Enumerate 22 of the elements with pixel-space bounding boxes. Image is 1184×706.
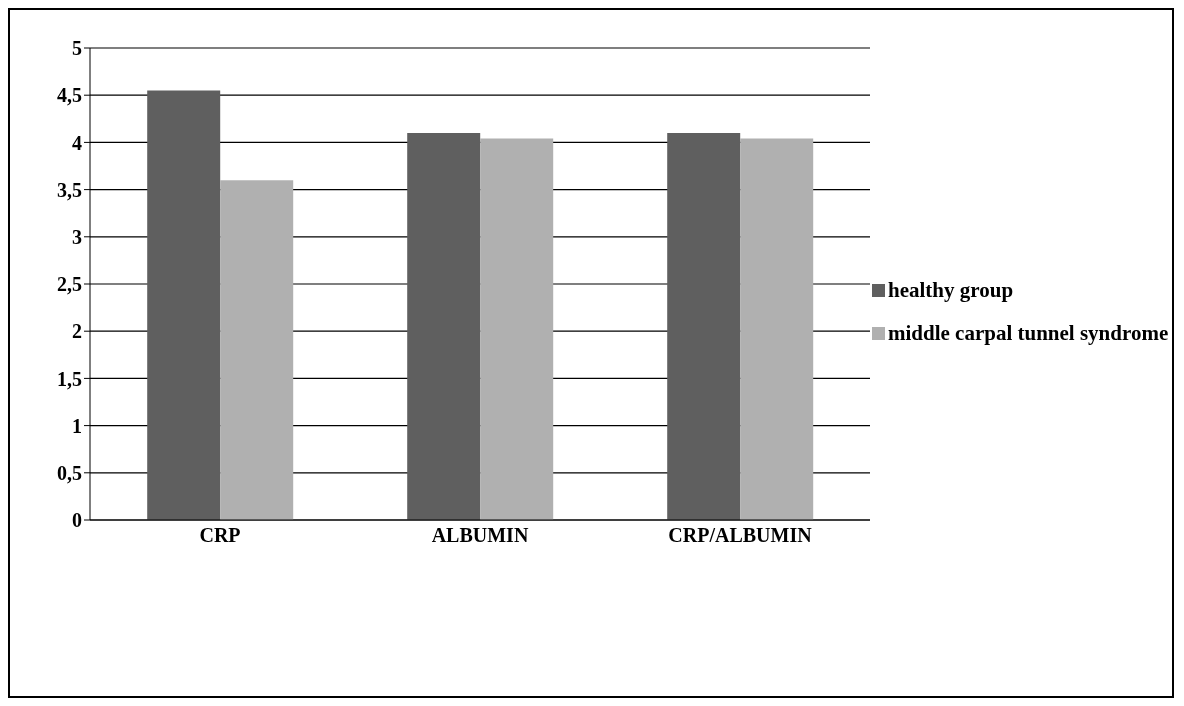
legend-label: healthy group (888, 278, 1014, 303)
x-tick-label: CRP/ALBUMIN (668, 524, 813, 547)
legend-label: middle carpal tunnel syndrome (888, 321, 1169, 346)
bar (147, 90, 221, 520)
bar (667, 132, 741, 520)
x-tick-label: CRP (199, 524, 241, 547)
y-tick-label: 0,5 (57, 461, 82, 484)
x-tick-label: ALBUMIN (431, 524, 529, 547)
y-tick-label: 4,5 (57, 84, 82, 107)
bar (740, 138, 814, 520)
y-tick-label: 4 (72, 131, 82, 154)
bar (480, 138, 554, 520)
y-tick-label: 5 (72, 37, 82, 60)
y-tick-label: 0 (72, 509, 82, 532)
y-tick-label: 3,5 (57, 178, 82, 201)
y-tick-label: 1,5 (57, 367, 82, 390)
y-tick-label: 2 (72, 320, 82, 343)
y-tick-label: 3 (72, 225, 82, 248)
y-tick-label: 2,5 (57, 273, 82, 296)
bar (220, 180, 294, 520)
y-tick-label: 1 (72, 414, 82, 437)
bar (407, 132, 481, 520)
